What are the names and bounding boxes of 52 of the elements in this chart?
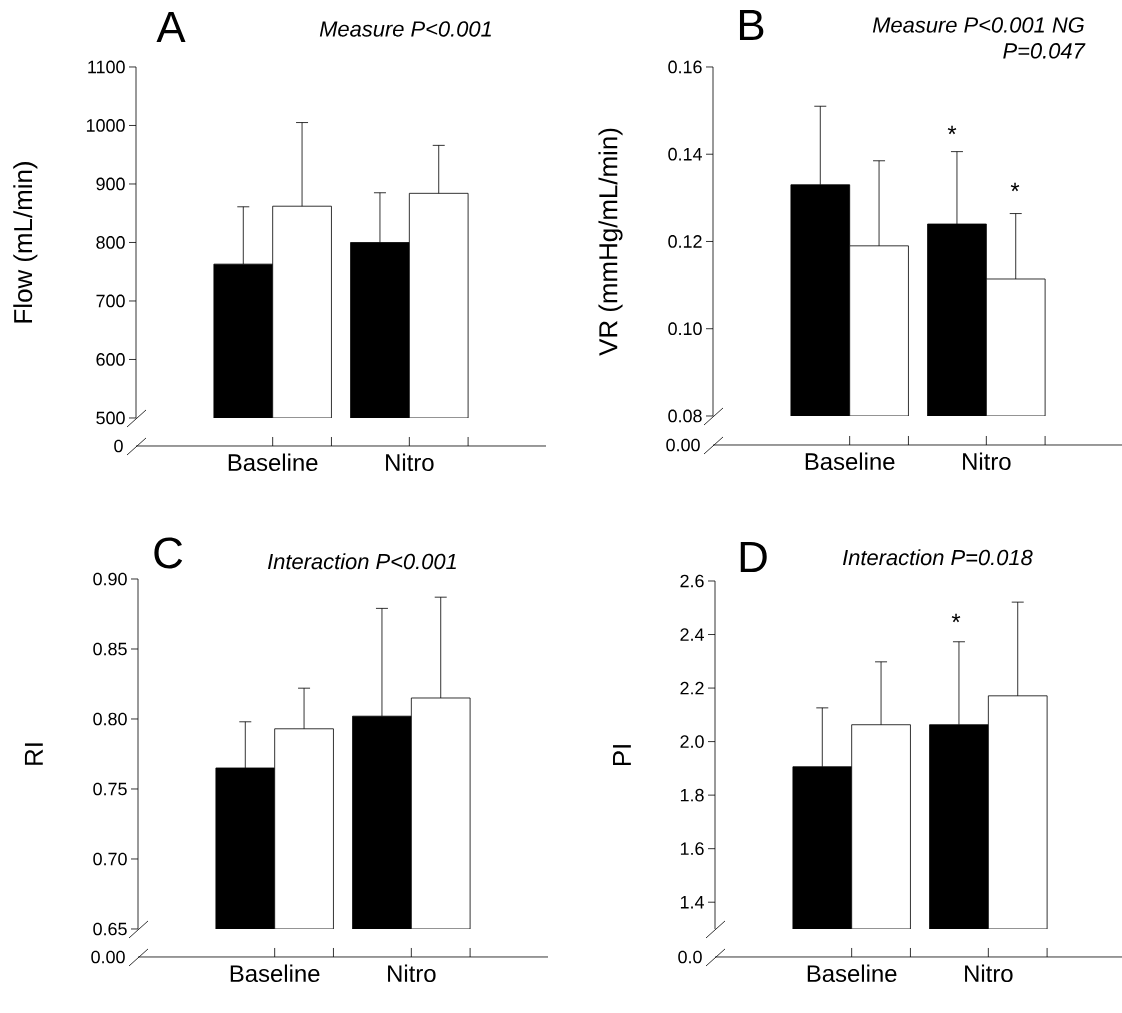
text: 0 [114,439,123,453]
y-tick-label: 0.10 [668,322,702,336]
y-axis-title: RI [24,743,43,765]
y-tick-label: 0.70 [93,852,127,866]
annotation: * [1010,182,1020,192]
x-tick-label: Baseline [230,964,320,983]
y-axis-title: Flow (mL/min) [13,162,38,323]
y-tick-label: 600 [96,353,125,366]
y-tick-label: 0.12 [668,235,702,248]
chart-subtitle: Measure P<0.001 [319,21,491,37]
text: 0.00 [91,950,125,964]
chart-title: D [740,541,767,573]
x-tick-label: Baseline [805,452,895,471]
y-tick-label: 0.14 [668,147,702,161]
y-tick-label: 1.6 [680,842,704,856]
y-tick-label: 500 [96,411,125,425]
chart-subtitle: Interaction P=0.018 [842,549,1033,566]
text: 0.00 [666,438,700,452]
annotation: * [947,125,957,135]
y-tick-label: 0.65 [93,922,127,936]
y-tick-label: 900 [96,177,125,191]
x-tick-label: Baseline [228,453,318,472]
y-tick-label: 0.75 [93,782,127,796]
chart-subtitle: Interaction P<0.001 [267,553,456,570]
y-tick-label: 2.2 [680,681,704,695]
y-tick-label: 0.80 [93,712,127,726]
y-tick-label: 1.4 [680,896,704,909]
y-tick-label: 0.85 [93,642,127,656]
y-axis-title: VR (mmHg/mL/min) [598,128,623,356]
x-tick-label: Nitro [963,452,1011,471]
y-tick-label: 1.8 [680,788,704,802]
x-tick-label: Nitro [386,453,434,472]
y-tick-label: 1000 [86,119,125,132]
chart-title: B [739,9,764,41]
y-tick-label: 1100 [88,60,125,74]
x-tick-label: Baseline [807,964,897,983]
y-tick-label: 0.90 [93,572,127,586]
chart-subtitle: Measure P<0.001 NG P=0.047 [872,17,1086,59]
chart-title: A [156,11,186,43]
y-tick-label: 0.16 [668,60,702,74]
y-tick-label: 700 [96,294,125,308]
y-tick-label: 2.6 [680,574,704,588]
text: 0.0 [678,950,702,964]
y-tick-label: 800 [96,236,125,249]
y-tick-label: 0.08 [668,409,702,423]
y-axis-title: PI [613,745,631,766]
annotation: * [951,613,961,623]
chart-title: C [154,537,183,569]
y-tick-label: 2.0 [680,735,704,748]
y-tick-label: 2.4 [680,628,704,641]
x-tick-label: Nitro [965,964,1013,983]
x-tick-label: Nitro [388,964,436,983]
